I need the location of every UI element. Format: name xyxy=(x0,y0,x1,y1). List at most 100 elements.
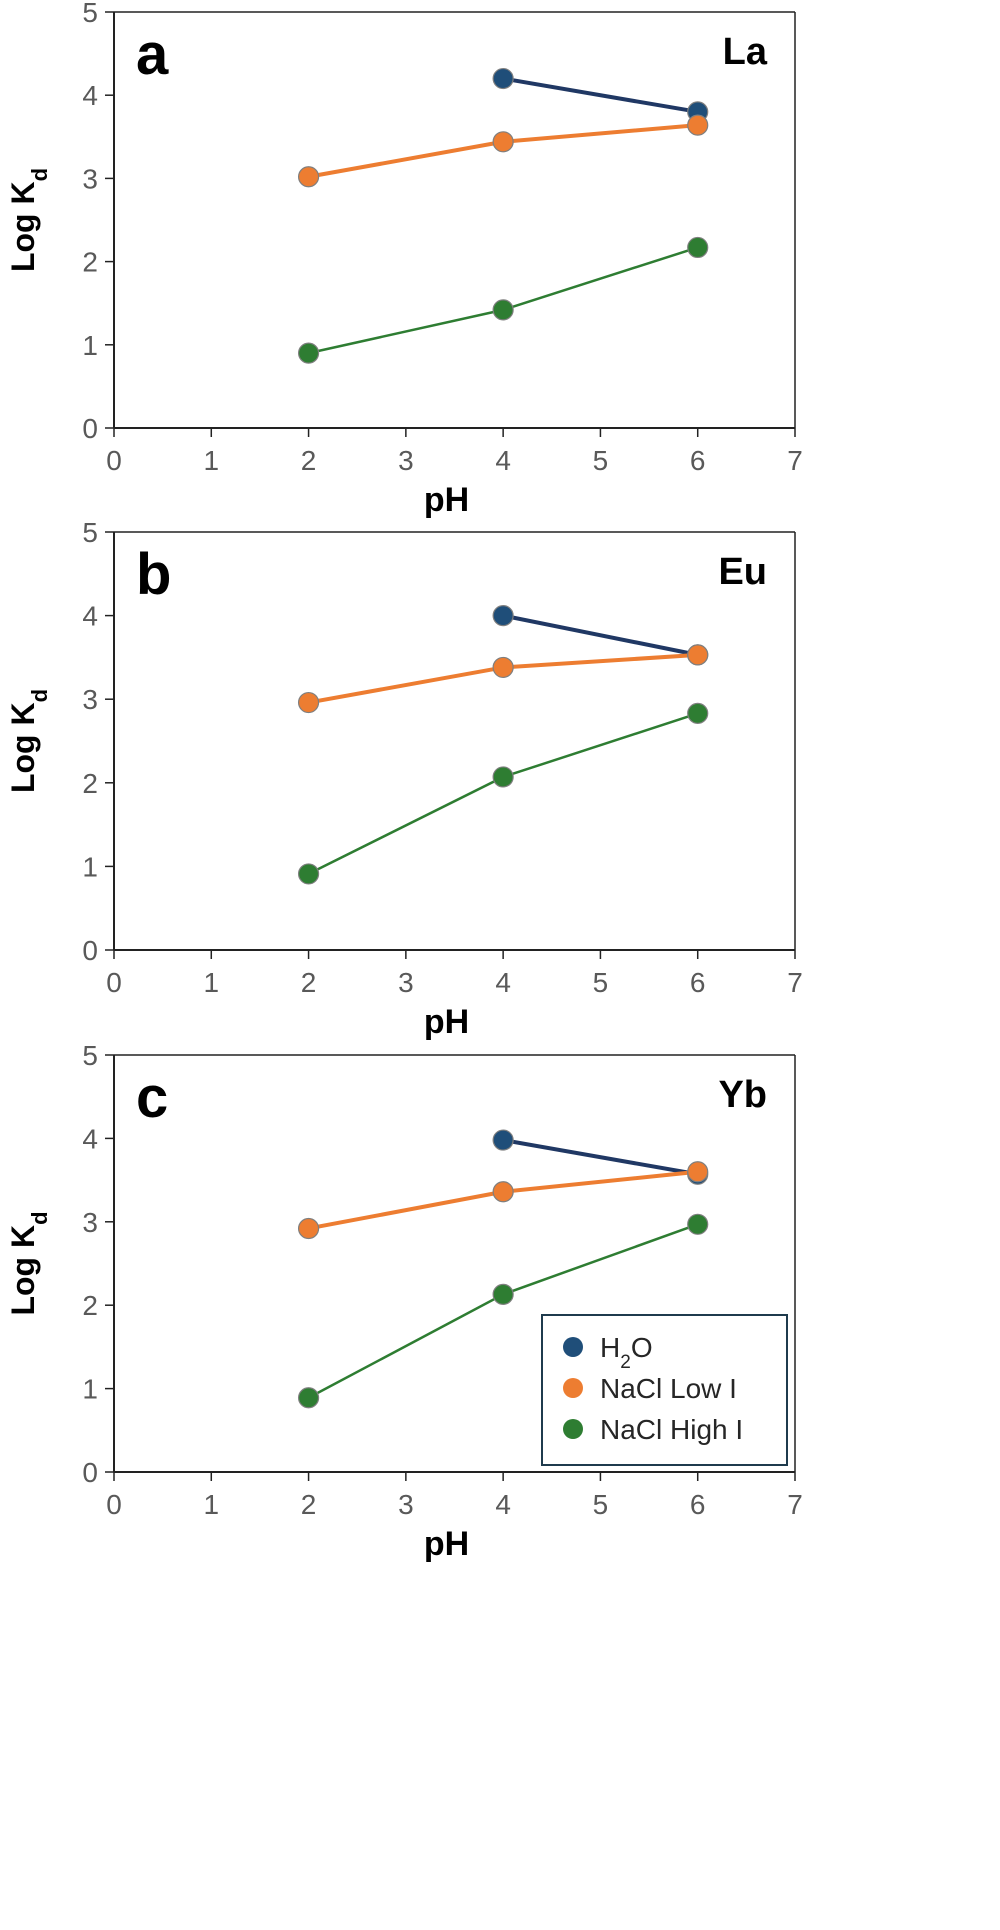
data-point xyxy=(297,342,320,364)
x-tick-label: 2 xyxy=(301,967,317,998)
legend-label-subscript: 2 xyxy=(620,1352,631,1373)
data-point xyxy=(687,1213,709,1235)
x-tick-label: 0 xyxy=(106,1489,122,1520)
data-point xyxy=(492,1283,514,1305)
x-axis-label: pH xyxy=(424,1003,469,1041)
data-point xyxy=(492,766,514,788)
panel-letter: a xyxy=(136,22,169,87)
x-tick-label: 7 xyxy=(787,445,803,476)
x-tick-label: 4 xyxy=(495,445,511,476)
y-tick-label: 4 xyxy=(82,1123,98,1154)
y-tick-label: 1 xyxy=(82,851,98,882)
y-axis-label-base: Log K xyxy=(5,181,41,272)
x-tick-label: 5 xyxy=(593,445,609,476)
data-point xyxy=(492,1181,514,1203)
y-axis-label: Log Kd xyxy=(5,168,52,272)
data-point xyxy=(687,702,709,725)
y-tick-label: 1 xyxy=(82,1374,98,1405)
y-tick-label: 5 xyxy=(82,0,98,28)
legend-box xyxy=(541,1314,788,1466)
legend-label-high: NaCl High I xyxy=(600,1414,743,1445)
x-tick-label: 0 xyxy=(106,445,122,476)
x-tick-label: 0 xyxy=(106,967,122,998)
y-tick-label: 4 xyxy=(82,601,98,632)
x-tick-label: 7 xyxy=(787,967,803,998)
x-tick-label: 1 xyxy=(203,445,219,476)
chart-panel-a: 0 1 2 3 4 5 6 7 0 1 2 3 4 5 pH Log Kd a La xyxy=(5,0,803,519)
y-axis-label-base: Log K xyxy=(5,1225,41,1316)
legend-label-base: H xyxy=(600,1332,620,1363)
x-tick-label: 2 xyxy=(301,1489,317,1520)
element-label: Yb xyxy=(718,1074,767,1116)
legend-marker-high xyxy=(563,1419,583,1439)
y-tick-label: 3 xyxy=(82,163,98,194)
data-point xyxy=(687,236,709,259)
y-axis-label: Log Kd xyxy=(5,689,52,793)
y-tick-label: 3 xyxy=(82,1207,98,1238)
chart-panel-b: 0 1 2 3 4 5 6 7 0 1 2 3 4 5 pH Log Kd b Eu xyxy=(5,517,803,1041)
y-tick-label: 5 xyxy=(82,1040,98,1071)
series-line-1 xyxy=(502,613,699,657)
x-tick-label: 4 xyxy=(495,967,511,998)
x-tick-label: 5 xyxy=(593,967,609,998)
legend-marker-h2o xyxy=(563,1337,583,1357)
x-tick-label: 5 xyxy=(593,1489,609,1520)
y-tick-label: 1 xyxy=(82,330,98,361)
x-tick-label: 4 xyxy=(495,1489,511,1520)
chart-panel-c: 0 1 2 3 4 5 6 7 0 1 2 3 4 5 pH Log Kd c Yb xyxy=(5,1040,803,1563)
series-line-1 xyxy=(502,76,699,114)
x-tick-label: 6 xyxy=(690,1489,706,1520)
x-tick-label: 3 xyxy=(398,1489,414,1520)
y-tick-label: 5 xyxy=(82,517,98,548)
data-point xyxy=(492,299,514,321)
data-point xyxy=(297,863,320,885)
y-tick-label: 2 xyxy=(82,1290,98,1321)
data-point xyxy=(492,656,514,679)
y-tick-label: 2 xyxy=(82,768,98,799)
y-axis-label: Log Kd xyxy=(5,1211,52,1315)
data-point xyxy=(492,604,514,627)
data-point xyxy=(687,114,709,136)
y-axis-label-base: Log K xyxy=(5,702,41,793)
panel-letter: c xyxy=(136,1065,168,1130)
data-point xyxy=(687,644,709,666)
y-tick-label: 0 xyxy=(82,935,98,966)
data-point xyxy=(687,1161,709,1183)
data-point xyxy=(492,67,514,90)
data-point xyxy=(297,166,320,188)
x-tick-label: 1 xyxy=(203,967,219,998)
x-tick-label: 7 xyxy=(787,1489,803,1520)
data-point xyxy=(492,131,514,153)
y-tick-label: 0 xyxy=(82,413,98,444)
legend-label-rest: O xyxy=(631,1332,653,1363)
legend-label-h2o: H2O xyxy=(600,1332,653,1373)
data-point xyxy=(297,1217,320,1240)
y-axis-label-subscript: d xyxy=(27,689,52,702)
legend-marker-low xyxy=(563,1378,583,1398)
panel-letter: b xyxy=(136,542,171,607)
x-tick-label: 3 xyxy=(398,445,414,476)
element-label: La xyxy=(723,31,768,73)
series-line-1 xyxy=(502,1138,699,1177)
y-axis-label-subscript: d xyxy=(27,168,52,181)
x-tick-label: 6 xyxy=(690,967,706,998)
y-axis-label-subscript: d xyxy=(27,1211,52,1224)
y-tick-label: 0 xyxy=(82,1457,98,1488)
data-point xyxy=(297,691,320,714)
x-tick-label: 2 xyxy=(301,445,317,476)
x-tick-label: 1 xyxy=(203,1489,219,1520)
y-tick-label: 3 xyxy=(82,684,98,715)
x-tick-label: 3 xyxy=(398,967,414,998)
data-point xyxy=(297,1387,320,1409)
x-tick-label: 6 xyxy=(690,445,706,476)
element-label: Eu xyxy=(718,551,767,593)
x-axis-label: pH xyxy=(424,1525,469,1563)
data-point xyxy=(492,1129,514,1151)
y-tick-label: 4 xyxy=(82,80,98,111)
series-line-3 xyxy=(308,712,699,876)
x-axis-label: pH xyxy=(424,481,469,519)
legend-label-low: NaCl Low I xyxy=(600,1373,737,1404)
y-tick-label: 2 xyxy=(82,247,98,278)
